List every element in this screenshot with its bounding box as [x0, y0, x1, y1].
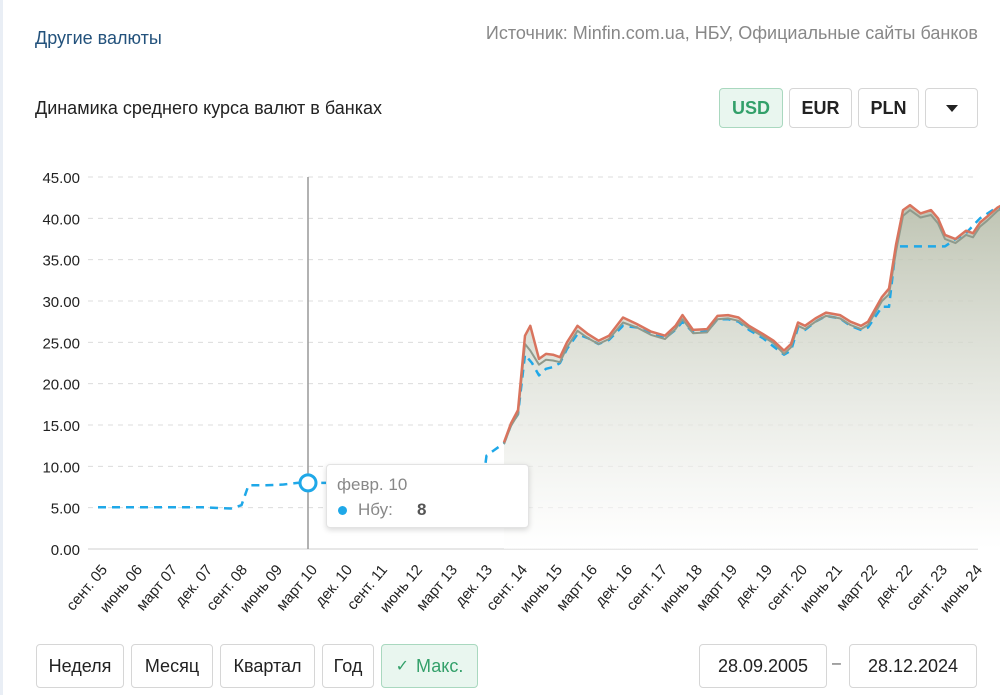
y-tick-label: 10.00: [42, 459, 80, 476]
chart-title: Динамика среднего курса валют в банках: [35, 98, 382, 118]
left-border: [0, 0, 3, 695]
tooltip-value: 8: [417, 500, 427, 519]
date-from-input[interactable]: 28.09.2005: [699, 644, 827, 688]
y-tick-label: 15.00: [42, 418, 80, 435]
check-icon: ✓: [395, 658, 410, 675]
y-tick-label: 35.00: [42, 253, 80, 270]
y-tick-label: 0.00: [51, 542, 80, 559]
source-text: Источник: Minfin.com.ua, НБУ, Официальны…: [485, 23, 978, 43]
period-week-button[interactable]: Неделя: [36, 644, 124, 688]
period-year-button[interactable]: Год: [322, 644, 374, 688]
bank-sell-line: [502, 203, 1000, 443]
date-separator: –: [832, 655, 841, 672]
currency-pln-button[interactable]: PLN: [858, 88, 919, 128]
currency-usd-button[interactable]: USD: [719, 88, 783, 128]
tooltip-series-dot: [338, 506, 347, 515]
y-tick-label: 30.00: [42, 294, 80, 311]
other-currencies-link[interactable]: Другие валюты: [35, 28, 162, 48]
rate-chart[interactable]: 0.00 5.00 10.00 15.00 20.00 25.00 30.00 35.00 40…: [0, 150, 1000, 640]
y-tick-label: 25.00: [42, 335, 80, 352]
y-tick-label: 20.00: [42, 377, 80, 394]
period-max-label: Макс.: [416, 655, 464, 676]
highlight-point-marker: [298, 473, 318, 493]
currency-more-button[interactable]: [925, 88, 978, 128]
y-tick-label: 5.00: [51, 501, 80, 518]
period-quarter-button[interactable]: Квартал: [220, 644, 315, 688]
date-to-input[interactable]: 28.12.2024: [849, 644, 977, 688]
bank-buy-line: [503, 208, 1000, 445]
chart-tooltip: февр. 10 Нбу: 8: [326, 464, 529, 528]
currency-eur-button[interactable]: EUR: [789, 88, 852, 128]
tooltip-series-label: Нбу:: [358, 500, 393, 519]
period-max-button[interactable]: ✓ Макс.: [381, 644, 478, 688]
period-month-button[interactable]: Месяц: [131, 644, 213, 688]
tooltip-date: февр. 10: [337, 475, 408, 494]
y-tick-label: 45.00: [42, 170, 80, 187]
chevron-down-icon: [945, 104, 958, 112]
rate-area: [504, 205, 1000, 549]
y-tick-label: 40.00: [42, 211, 80, 228]
